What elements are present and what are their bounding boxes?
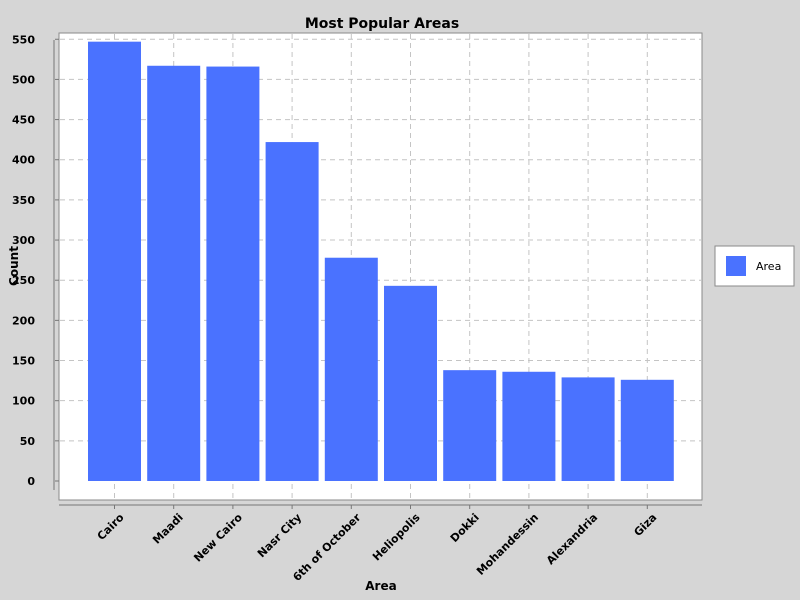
x-tick-label: Cairo [95, 511, 127, 543]
x-tick-label: Giza [631, 511, 659, 539]
bar-alexandria[interactable] [561, 377, 615, 481]
y-tick-label: 100 [12, 395, 35, 408]
x-tick-label: New Cairo [191, 511, 245, 565]
x-tick-label: Mohandessin [474, 511, 541, 578]
y-tick-label: 300 [12, 234, 35, 247]
x-tick-label: Nasr City [255, 511, 304, 560]
y-axis: 0 50 100 150 200 250 300 350 400 450 500 550 [12, 33, 59, 490]
bar-nasr-city[interactable] [265, 142, 319, 481]
bar-giza[interactable] [620, 379, 674, 481]
x-tick-label: Maadi [150, 511, 186, 547]
x-axis-label: Area [365, 579, 396, 593]
y-tick-label: 200 [12, 314, 35, 327]
y-tick-label: 550 [12, 33, 35, 46]
bar-mohandessin[interactable] [502, 371, 556, 481]
y-tick-label: 450 [12, 114, 35, 127]
y-axis-label: Count [7, 246, 21, 286]
legend-label: Area [756, 260, 781, 273]
x-tick-label: Dokki [448, 511, 482, 545]
legend-swatch [726, 256, 746, 276]
chart-title: Most Popular Areas [305, 16, 459, 32]
x-tick-label: Heliopolis [370, 511, 423, 564]
bar-heliopolis[interactable] [384, 285, 437, 481]
y-tick-label: 0 [27, 475, 35, 488]
y-tick-label: 50 [20, 435, 36, 448]
y-tick-label: 350 [12, 194, 35, 207]
bar-cairo[interactable] [88, 41, 141, 481]
bar-maadi[interactable] [147, 65, 201, 482]
legend: Area [714, 245, 795, 287]
bar-dokki[interactable] [443, 370, 497, 481]
y-tick-label: 500 [12, 73, 35, 86]
bar-6th-of-october[interactable] [324, 257, 378, 481]
bar-new-cairo[interactable] [206, 66, 260, 481]
y-tick-label: 150 [12, 355, 35, 368]
y-tick-label: 400 [12, 154, 35, 167]
x-tick-label: Alexandria [544, 511, 600, 567]
y-tick-label: 250 [12, 274, 35, 287]
bars [88, 41, 674, 482]
